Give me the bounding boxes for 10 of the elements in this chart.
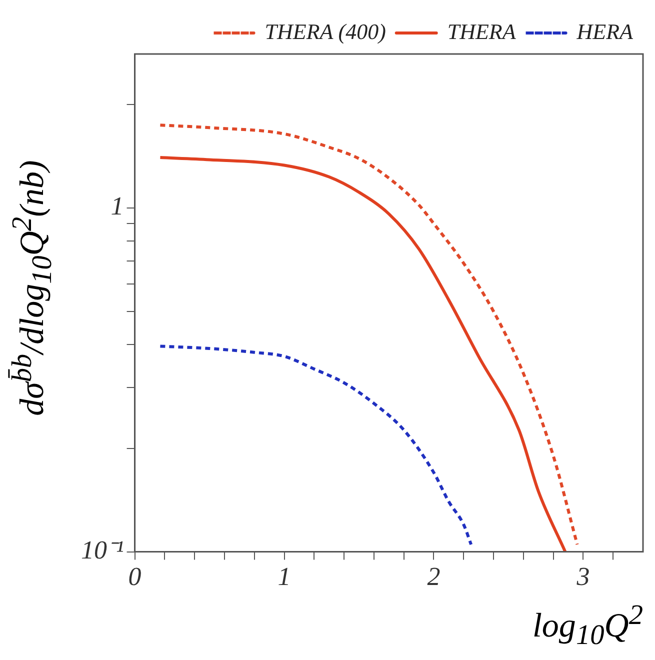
legend-label: THERA (400) [264,18,386,44]
legend-label: HERA [576,18,634,44]
line-series [158,344,473,546]
x-tick-label: 1 [278,562,291,592]
x-tick-label: 2 [427,562,440,592]
x-axis-title: log$_{10}$Q$^{2}$ [532,600,643,652]
x-tick-label: 3 [576,562,590,592]
y-tick-label: 10⁻¹ [81,536,124,565]
x-tick-label: 0 [128,562,142,592]
legend-label: THERA [447,18,516,44]
